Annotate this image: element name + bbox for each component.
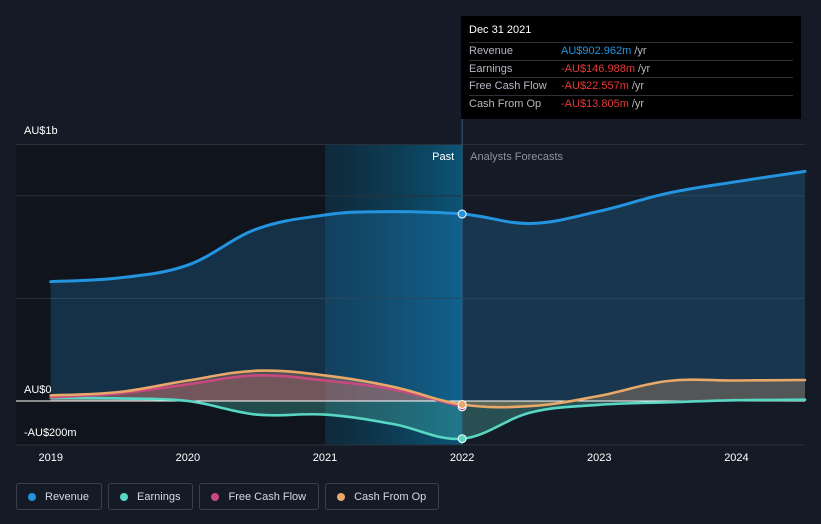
- legend: Revenue Earnings Free Cash Flow Cash Fro…: [16, 483, 440, 510]
- tooltip-row-free-cash-flow: Free Cash Flow -AU$22.557m /yr: [469, 77, 793, 95]
- legend-dot-icon: [120, 492, 129, 501]
- highlight-region: [325, 145, 463, 445]
- x-tick-label: 2021: [313, 452, 337, 464]
- tooltip-label: Revenue: [469, 45, 514, 58]
- y-tick-label: AU$1b: [24, 125, 58, 137]
- legend-dot-icon: [211, 492, 220, 501]
- tooltip-value: -AU$146.988m: [561, 62, 635, 75]
- tooltip-value: -AU$22.557m: [561, 80, 629, 93]
- x-tick-label: 2019: [39, 452, 63, 464]
- series-markers: [457, 209, 467, 444]
- x-tick-label: 2024: [724, 452, 748, 464]
- legend-label: Cash From Op: [354, 490, 427, 503]
- x-axis-labels: 2019 2020 2021 2022 2023 2024: [39, 452, 749, 464]
- legend-label: Free Cash Flow: [228, 490, 307, 503]
- tooltip-unit: /yr: [631, 97, 645, 110]
- tooltip-row-cash-from-op: Cash From Op -AU$13.805m /yr: [469, 94, 793, 113]
- tooltip-row-revenue: Revenue AU$902.962m /yr: [469, 42, 793, 60]
- earnings-marker: [457, 434, 467, 444]
- legend-item-free-cash-flow[interactable]: Free Cash Flow: [199, 483, 320, 510]
- revenue-line: [49, 169, 807, 284]
- y-tick-label: -AU$200m: [24, 427, 77, 439]
- y-tick-label: AU$0: [24, 384, 52, 396]
- tooltip: Dec 31 2021 Revenue AU$902.962m /yr Earn…: [461, 16, 801, 119]
- series-lines: [49, 169, 807, 441]
- x-tick-label: 2023: [587, 452, 611, 464]
- earnings-area: [50, 397, 805, 439]
- revenue-area: [50, 171, 805, 401]
- tooltip-label: Cash From Op: [469, 97, 542, 110]
- tooltip-value: AU$902.962m: [561, 45, 632, 58]
- legend-dot-icon: [337, 492, 346, 501]
- y-axis-labels: AU$1b AU$0 -AU$200m: [24, 125, 77, 439]
- legend-dot-icon: [28, 492, 36, 501]
- cash-from-op-marker: [457, 400, 467, 410]
- x-tick-label: 2022: [450, 452, 474, 464]
- legend-label: Earnings: [137, 490, 181, 503]
- tooltip-date: Dec 31 2021: [469, 24, 532, 36]
- legend-item-earnings[interactable]: Earnings: [108, 483, 194, 510]
- tooltip-label: Free Cash Flow: [469, 80, 547, 93]
- x-tick-label: 2020: [176, 452, 200, 464]
- tooltip-unit: /yr: [634, 45, 647, 58]
- forecast-label: Analysts Forecasts: [470, 151, 563, 163]
- tooltip-unit: /yr: [631, 80, 645, 93]
- legend-label: Revenue: [45, 490, 90, 503]
- cash-from-op-line: [49, 369, 807, 409]
- legend-item-cash-from-op[interactable]: Cash From Op: [325, 483, 440, 510]
- tooltip-unit: /yr: [638, 62, 651, 75]
- tooltip-label: Earnings: [469, 62, 513, 75]
- past-label: Past: [432, 151, 454, 163]
- legend-item-revenue[interactable]: Revenue: [16, 483, 103, 510]
- cash-from-op-area: [50, 370, 805, 408]
- tooltip-value: -AU$13.805m: [561, 97, 629, 110]
- earnings-line: [49, 396, 807, 441]
- revenue-marker: [457, 209, 467, 219]
- tooltip-row-earnings: Earnings -AU$146.988m /yr: [469, 59, 793, 78]
